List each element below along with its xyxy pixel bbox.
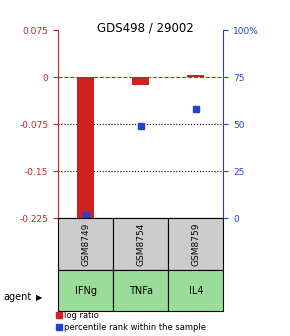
Text: GSM8759: GSM8759 xyxy=(191,223,200,266)
Text: TNFa: TNFa xyxy=(129,286,153,296)
Bar xyxy=(77,77,94,221)
Bar xyxy=(58,218,113,270)
Bar xyxy=(187,75,204,77)
Bar xyxy=(168,270,223,311)
Text: IFNg: IFNg xyxy=(75,286,97,296)
Bar xyxy=(113,270,168,311)
Bar xyxy=(113,218,168,270)
Text: GDS498 / 29002: GDS498 / 29002 xyxy=(97,22,193,35)
Bar xyxy=(132,77,149,85)
Legend: log ratio, percentile rank within the sample: log ratio, percentile rank within the sa… xyxy=(56,311,206,332)
Text: GSM8749: GSM8749 xyxy=(81,223,90,266)
Text: ▶: ▶ xyxy=(36,293,42,302)
Text: IL4: IL4 xyxy=(188,286,203,296)
Text: agent: agent xyxy=(3,292,31,302)
Text: GSM8754: GSM8754 xyxy=(136,223,145,266)
Bar xyxy=(58,270,113,311)
Bar xyxy=(168,218,223,270)
